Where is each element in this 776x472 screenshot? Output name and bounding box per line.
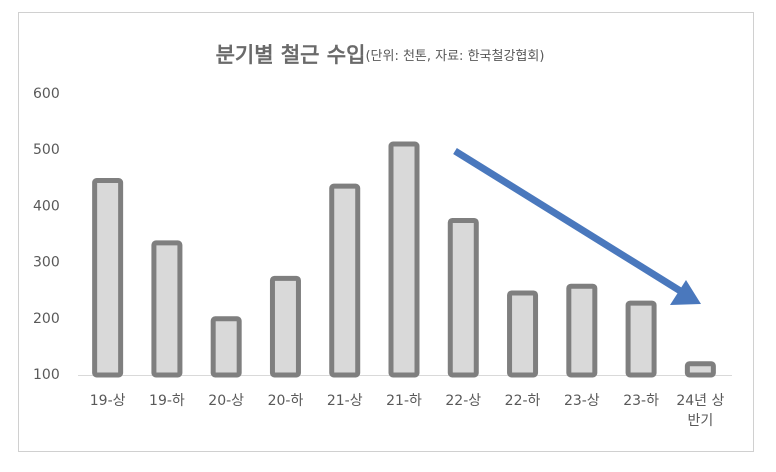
bar [269, 275, 301, 378]
bar [684, 361, 716, 378]
chart-title-group: 분기별 철근 수입(단위: 천톤, 자료: 한국철강협회) [216, 43, 545, 67]
trend-arrow-line [453, 148, 684, 295]
trend-arrow-head [670, 280, 701, 305]
y-tick-label: 300 [33, 255, 60, 271]
bar [329, 183, 361, 378]
bar [92, 178, 124, 378]
x-tick-label: 22-상 [445, 393, 482, 409]
y-tick-label: 100 [33, 367, 60, 383]
x-tick-label: 19-상 [89, 393, 126, 409]
bar [388, 141, 420, 378]
chart-title: 분기별 철근 수입 [216, 43, 366, 67]
chart-subtitle: (단위: 천톤, 자료: 한국철강협회) [365, 49, 544, 64]
x-tick-label: 22-하 [504, 393, 541, 409]
bar [625, 300, 657, 378]
x-tick-label: 21-상 [326, 393, 363, 409]
x-tick-label: 23-하 [623, 393, 659, 409]
y-tick-label: 200 [33, 311, 60, 327]
x-tick-label: 23-상 [563, 393, 600, 409]
y-tick-label: 400 [33, 198, 60, 214]
bar [507, 290, 539, 378]
bar [447, 217, 479, 378]
x-tick-label: 21-하 [386, 393, 422, 409]
bar [151, 240, 183, 378]
x-tick-label: 20-하 [267, 393, 304, 409]
x-tick-label: 19-하 [149, 393, 185, 409]
x-tick-label: 24년 상반기 [676, 393, 725, 429]
bar [566, 283, 598, 378]
chart-border [18, 12, 754, 452]
y-tick-label: 600 [33, 86, 60, 102]
x-tick-label: 20-상 [208, 393, 245, 409]
bar [210, 316, 242, 378]
y-tick-label: 500 [33, 142, 60, 158]
